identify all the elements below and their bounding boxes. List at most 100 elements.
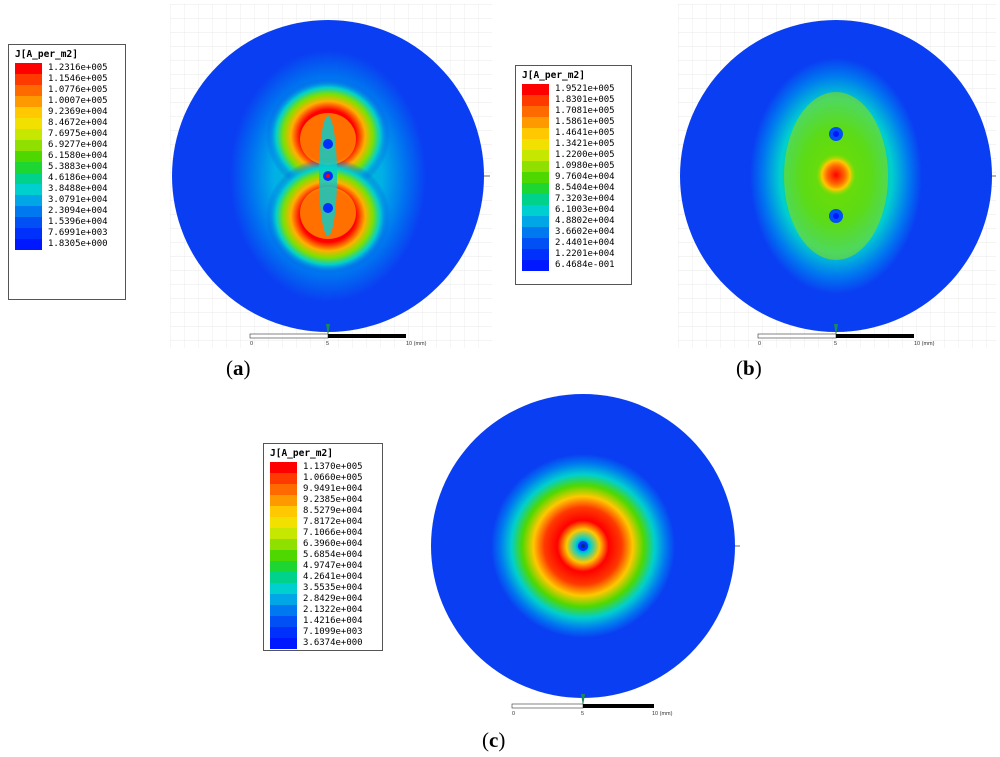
legend-value: 2.3094e+004 xyxy=(48,206,108,216)
coord-marker xyxy=(581,694,585,706)
legend-swatch xyxy=(15,96,42,107)
null-point-upper xyxy=(323,139,333,149)
legend-value: 7.6991e+003 xyxy=(48,228,108,238)
legend-row: 2.1322e+004 xyxy=(270,605,376,616)
legend-swatch xyxy=(522,227,549,238)
legend-row: 1.8301e+005 xyxy=(522,95,625,106)
scale-label-start: 0 xyxy=(250,341,253,347)
legend-rows: 1.9521e+005 1.8301e+005 1.7081e+005 1.5861e… xyxy=(522,84,625,271)
legend-value: 1.8301e+005 xyxy=(555,95,615,105)
legend-swatch xyxy=(15,206,42,217)
legend-value: 1.5396e+004 xyxy=(48,217,108,227)
legend-row: 1.0776e+005 xyxy=(15,85,119,96)
legend-swatch xyxy=(270,638,297,649)
legend-row: 6.3960e+004 xyxy=(270,539,376,550)
legend-value: 4.6186e+004 xyxy=(48,173,108,183)
legend-swatch xyxy=(270,572,297,583)
legend-value: 3.8488e+004 xyxy=(48,184,108,194)
legend-swatch xyxy=(522,216,549,227)
legend-swatch xyxy=(270,539,297,550)
scale-label-end: 10 (mm) xyxy=(406,341,427,347)
legend-swatch xyxy=(270,594,297,605)
legend-value: 1.2316e+005 xyxy=(48,63,108,73)
legend-value: 8.4672e+004 xyxy=(48,118,108,128)
legend-value: 3.6374e+000 xyxy=(303,638,363,648)
legend-value: 1.0776e+005 xyxy=(48,85,108,95)
legend-row: 3.0791e+004 xyxy=(15,195,119,206)
scale-label-start: 0 xyxy=(512,711,515,717)
legend-swatch xyxy=(270,627,297,638)
legend-value: 1.8305e+000 xyxy=(48,239,108,249)
legend-row: 9.2385e+004 xyxy=(270,495,376,506)
legend-row: 6.4684e-001 xyxy=(522,260,625,271)
legend-value: 1.1370e+005 xyxy=(303,462,363,472)
coord-marker xyxy=(326,324,330,336)
scale-label-mid: 5 xyxy=(834,341,837,347)
legend-swatch xyxy=(522,128,549,139)
field-plot-b: 0 5 10 (mm) xyxy=(678,4,996,348)
legend-value: 1.7081e+005 xyxy=(555,106,615,116)
legend-swatch xyxy=(270,473,297,484)
legend-value: 1.1546e+005 xyxy=(48,74,108,84)
legend-row: 7.1066e+004 xyxy=(270,528,376,539)
legend-row: 7.6975e+004 xyxy=(15,129,119,140)
legend-swatch xyxy=(15,140,42,151)
scale-label-mid: 5 xyxy=(326,341,329,347)
legend-row: 7.8172e+004 xyxy=(270,517,376,528)
legend-b: J[A_per_m2] 1.9521e+005 1.8301e+005 1.7081… xyxy=(515,65,632,285)
legend-swatch xyxy=(15,151,42,162)
legend-swatch xyxy=(15,162,42,173)
legend-row: 8.5279e+004 xyxy=(270,506,376,517)
legend-row: 1.0980e+005 xyxy=(522,161,625,172)
legend-value: 9.2369e+004 xyxy=(48,107,108,117)
legend-swatch xyxy=(522,106,549,117)
field-plot-c: 0 5 10 (mm) xyxy=(431,394,740,717)
legend-value: 3.5535e+004 xyxy=(303,583,363,593)
legend-swatch xyxy=(270,550,297,561)
legend-value: 1.4641e+005 xyxy=(555,128,615,138)
legend-value: 3.0791e+004 xyxy=(48,195,108,205)
legend-rows: 1.1370e+005 1.0660e+005 9.9491e+004 9.2385e… xyxy=(270,462,376,649)
legend-row: 4.9747e+004 xyxy=(270,561,376,572)
null-point-lower xyxy=(323,203,333,213)
caption-b: (b) xyxy=(736,356,762,380)
legend-row: 8.5404e+004 xyxy=(522,183,625,194)
legend-swatch xyxy=(522,194,549,205)
legend-value: 1.2201e+004 xyxy=(555,249,615,259)
legend-row: 9.7604e+004 xyxy=(522,172,625,183)
legend-swatch xyxy=(522,172,549,183)
legend-value: 1.3421e+005 xyxy=(555,139,615,149)
legend-title: J[A_per_m2] xyxy=(522,70,585,81)
legend-row: 5.6854e+004 xyxy=(270,550,376,561)
coord-marker xyxy=(834,324,838,336)
legend-swatch xyxy=(522,260,549,271)
legend-swatch xyxy=(15,228,42,239)
legend-rows: 1.2316e+005 1.1546e+005 1.0776e+005 1.0007e… xyxy=(15,63,119,250)
legend-swatch xyxy=(15,118,42,129)
legend-row: 6.9277e+004 xyxy=(15,140,119,151)
legend-row: 3.5535e+004 xyxy=(270,583,376,594)
legend-swatch xyxy=(15,239,42,250)
legend-swatch xyxy=(15,107,42,118)
legend-swatch xyxy=(522,150,549,161)
legend-row: 1.1370e+005 xyxy=(270,462,376,473)
legend-row: 1.2201e+004 xyxy=(522,249,625,260)
legend-value: 7.1066e+004 xyxy=(303,528,363,538)
legend-value: 7.8172e+004 xyxy=(303,517,363,527)
legend-row: 1.2200e+005 xyxy=(522,150,625,161)
legend-value: 7.3203e+004 xyxy=(555,194,615,204)
legend-swatch xyxy=(15,85,42,96)
legend-value: 8.5279e+004 xyxy=(303,506,363,516)
legend-row: 6.1003e+004 xyxy=(522,205,625,216)
legend-row: 7.1099e+003 xyxy=(270,627,376,638)
legend-row: 7.3203e+004 xyxy=(522,194,625,205)
center-marker xyxy=(581,544,585,548)
scale-bar: 0 5 10 (mm) xyxy=(249,333,427,347)
legend-row: 1.1546e+005 xyxy=(15,74,119,85)
legend-row: 1.9521e+005 xyxy=(522,84,625,95)
legend-row: 1.5396e+004 xyxy=(15,217,119,228)
legend-value: 4.8802e+004 xyxy=(555,216,615,226)
legend-row: 1.0660e+005 xyxy=(270,473,376,484)
legend-row: 8.4672e+004 xyxy=(15,118,119,129)
legend-swatch xyxy=(522,183,549,194)
